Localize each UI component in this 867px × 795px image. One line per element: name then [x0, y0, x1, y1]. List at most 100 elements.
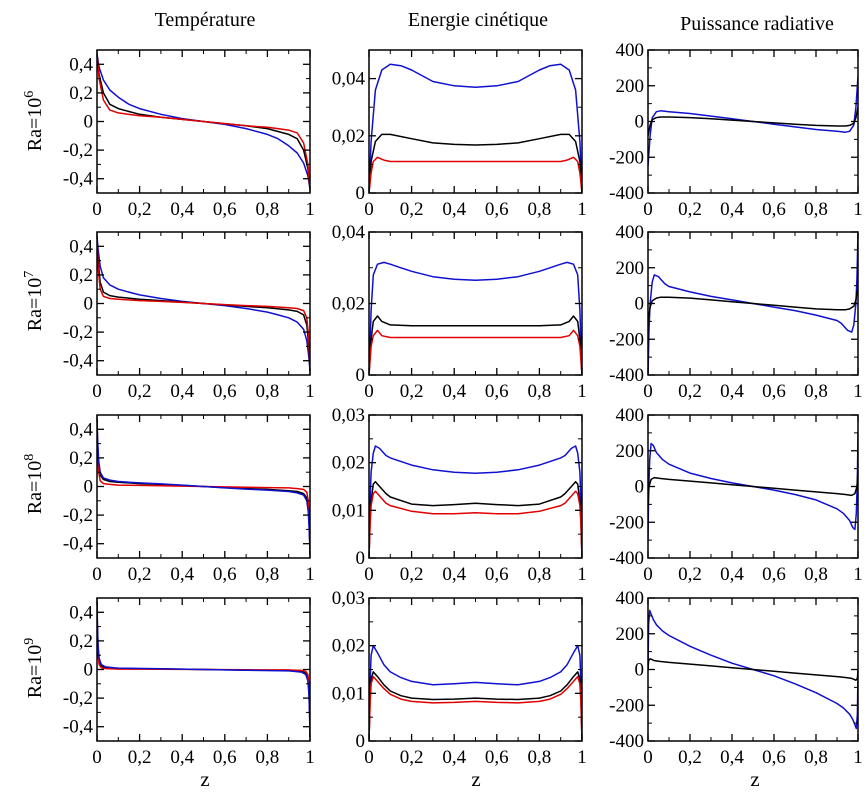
y-tick-label: 0,4: [69, 602, 93, 623]
x-tick-label: 0,6: [213, 564, 237, 585]
series-line-blue: [97, 419, 310, 554]
series-line-blue: [369, 445, 582, 558]
panel-r1-c2: 0 0,2 0,4 0,6 0,8 1 400 200 0 -200 -400: [609, 222, 863, 402]
x-tick-label: 0,2: [128, 199, 152, 220]
svg-text:Ra=107: Ra=107: [22, 271, 46, 332]
y-tick-label: 0,4: [69, 419, 93, 440]
x-tick-label: 0: [92, 199, 102, 220]
series-line-black: [369, 315, 582, 375]
series-group: [97, 419, 310, 554]
series-line-black: [648, 468, 858, 505]
series-line-black: [648, 107, 858, 136]
x-tick-label: 0,4: [170, 199, 194, 220]
x-tick-label: 0,4: [170, 747, 194, 768]
y-tick-label: -400: [609, 548, 644, 569]
panel-r1-c0: 0 0,2 0,4 0,6 0,8 1 0,4 0,2 0 -0,2 -0,4: [63, 231, 315, 402]
x-tick-label: 0,6: [762, 747, 786, 768]
series-group: [369, 445, 582, 558]
series-group: [97, 54, 310, 189]
y-tick-label: -0,2: [63, 322, 93, 343]
y-tick-label: 0,2: [69, 83, 93, 104]
x-tick-label: 0,6: [485, 381, 509, 402]
series-line-red: [369, 329, 582, 375]
x-tick-label: 0,8: [528, 199, 552, 220]
y-tick-label: 0,2: [69, 631, 93, 652]
y-tick-label: 400: [616, 405, 645, 426]
x-axis-label-col3: z: [750, 767, 759, 791]
x-tick-label: 1: [853, 199, 863, 220]
x-tick-label: 0,8: [256, 747, 280, 768]
x-tick-label: 0,4: [442, 381, 466, 402]
series-line-black: [648, 285, 858, 322]
y-tick-label: 0,04: [332, 222, 366, 243]
y-tick-label: -0,4: [63, 351, 94, 372]
x-tick-label: 0: [92, 564, 102, 585]
x-tick-label: 0,8: [804, 381, 828, 402]
series-line-black: [369, 480, 582, 558]
series-line-blue: [369, 261, 582, 375]
panel-r0-c0: 0 0,2 0,4 0,6 0,8 1 0,4 0,2 0 -0,2 -0,4: [63, 49, 315, 220]
panel-r0-c1: 0 0,2 0,4 0,6 0,8 1 0,04 0,02 0: [332, 49, 587, 220]
x-tick-label: 0,2: [400, 747, 424, 768]
panels: 0 0,2 0,4 0,6 0,8 1 0,4 0,2 0 -0,2 -0,4 0 0,2 0,4 0,6 0…: [63, 40, 863, 768]
y-tick-label: 0,4: [69, 54, 93, 75]
y-tick-label: 0: [356, 183, 366, 204]
x-tick-label: 0,4: [720, 564, 744, 585]
row-label-ra-1e7: Ra=107: [22, 271, 46, 332]
series-line-red: [97, 54, 310, 189]
series-line-red: [369, 156, 582, 193]
y-tick-label: 200: [616, 76, 645, 97]
y-tick-label: 0: [356, 731, 366, 752]
y-tick-label: 0,01: [332, 500, 365, 521]
x-tick-label: 0: [643, 381, 653, 402]
x-tick-label: 0,6: [213, 747, 237, 768]
series-line-blue: [369, 63, 582, 193]
x-tick-label: 0,2: [128, 747, 152, 768]
x-tick-label: 0,2: [678, 747, 702, 768]
x-tick-label: 0: [92, 381, 102, 402]
y-tick-label: 400: [616, 222, 645, 243]
series-line-black: [369, 133, 582, 193]
x-tick-label: 0: [364, 199, 374, 220]
y-tick-label: 400: [616, 40, 645, 61]
y-tick-label: 0,03: [332, 588, 365, 609]
plot-frame: [368, 231, 583, 376]
x-tick-label: 0: [643, 564, 653, 585]
x-tick-label: 0,8: [804, 747, 828, 768]
x-tick-label: 1: [305, 747, 315, 768]
y-tick-label: 0: [356, 548, 366, 569]
y-tick-label: -200: [609, 147, 644, 168]
y-tick-label: 200: [616, 624, 645, 645]
series-line-blue: [97, 602, 310, 737]
x-tick-label: 0,8: [528, 381, 552, 402]
series-line-blue: [369, 644, 582, 741]
x-tick-label: 0,4: [442, 564, 466, 585]
x-tick-label: 0,2: [678, 564, 702, 585]
y-tick-label: 0: [84, 477, 94, 498]
column-title-temperature: Température: [155, 9, 256, 31]
y-tick-label: 0: [635, 112, 645, 133]
y-tick-label: -0,2: [63, 140, 93, 161]
x-tick-label: 0,6: [762, 381, 786, 402]
x-tick-label: 0,4: [720, 747, 744, 768]
x-tick-label: 0,8: [804, 564, 828, 585]
x-tick-label: 0: [92, 747, 102, 768]
y-tick-label: 0,01: [332, 683, 365, 704]
row-label-ra-1e8: Ra=108: [22, 454, 46, 515]
y-tick-label: -200: [609, 695, 644, 716]
x-tick-label: 0,2: [400, 199, 424, 220]
series-group: [648, 609, 858, 730]
panel-r3-c0: 0 0,2 0,4 0,6 0,8 1 0,4 0,2 0 -0,2 -0,4: [63, 597, 315, 768]
x-tick-label: 0: [364, 747, 374, 768]
y-tick-label: -0,4: [63, 717, 94, 738]
x-tick-label: 1: [853, 747, 863, 768]
x-tick-label: 0,4: [720, 381, 744, 402]
svg-text:Ra=109: Ra=109: [22, 638, 46, 699]
y-tick-label: 0: [84, 112, 94, 133]
y-tick-label: 0: [635, 477, 645, 498]
x-tick-label: 1: [305, 199, 315, 220]
x-tick-label: 0,2: [678, 381, 702, 402]
y-tick-label: -200: [609, 329, 644, 350]
panel-r2-c2: 0 0,2 0,4 0,6 0,8 1 400 200 0 -200 -400: [609, 405, 863, 585]
series-group: [648, 432, 858, 541]
